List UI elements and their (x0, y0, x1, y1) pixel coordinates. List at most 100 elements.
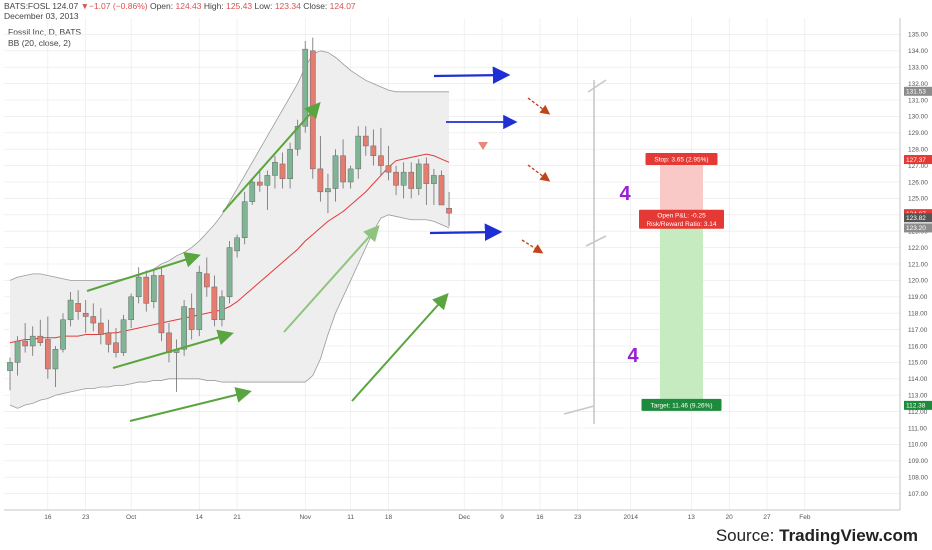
y-tick-label: 130.00 (908, 114, 928, 121)
target-zone (660, 217, 703, 406)
price-tag-bg (904, 223, 932, 233)
candle-body (105, 332, 112, 345)
open-label: Open: (149, 1, 174, 11)
candle-body (45, 339, 51, 370)
candle-body (302, 48, 309, 127)
bollinger-bands (9, 50, 450, 409)
price-tag-bg (904, 400, 932, 410)
y-tick-label: 110.00 (908, 442, 928, 449)
trend-arrow-1 (86, 252, 201, 292)
trend-arrow-3 (129, 387, 252, 422)
candle-body (60, 319, 66, 350)
candle-body (393, 171, 399, 186)
y-tick-label: 127.00 (908, 163, 928, 170)
close-value: 124.07 (329, 1, 356, 11)
candle-body (385, 165, 392, 173)
y-tick-label: 114.00 (908, 376, 928, 383)
low-label: Low: (254, 1, 273, 11)
measure-tick-bottom (563, 405, 595, 415)
price-tag-bg (904, 213, 932, 223)
x-tick-label: 16 (44, 514, 52, 521)
price-tag-bg (904, 155, 932, 165)
stop-label-text: Stop: 3.65 (2.95%) (654, 156, 708, 163)
candle-body (294, 125, 301, 150)
band-basis-line (9, 153, 450, 344)
symbol-label: BATS:FOSL (4, 1, 50, 11)
trend-arrow-4 (222, 102, 321, 213)
candle-body (378, 155, 384, 166)
candle-body (287, 148, 293, 179)
source-credit: Source: TradingView.com (716, 526, 918, 546)
candle-body (37, 335, 44, 343)
x-tick-label: 16 (536, 514, 544, 521)
candle-body (158, 275, 165, 334)
y-tick-label: 119.00 (908, 294, 928, 301)
candle-body (264, 175, 271, 186)
price-tag-label: 127.37 (906, 157, 926, 164)
y-tick-label: 112.00 (908, 409, 928, 416)
candle-body (256, 181, 263, 186)
candle-body (7, 362, 13, 371)
candle-body (446, 207, 452, 214)
candle-body (279, 163, 286, 179)
x-tick-label: 20 (726, 514, 734, 521)
x-tick-label: Oct (126, 514, 136, 521)
candle-body (82, 312, 89, 317)
y-tick-label: 131.00 (908, 97, 928, 104)
candle-body (272, 162, 278, 176)
target-label-text: Target: 11.46 (9.26%) (650, 402, 712, 409)
candle-body (90, 316, 97, 324)
pnl-box (639, 209, 724, 229)
candle-body (22, 340, 28, 347)
candle-body (340, 155, 346, 183)
measure-tick-top (587, 79, 607, 93)
x-tick-label: 23 (574, 514, 582, 521)
x-tick-label: Dec (458, 514, 470, 521)
candle-body (188, 308, 195, 330)
close-label: Close: (303, 1, 328, 11)
x-tick-label: 11 (347, 514, 354, 521)
y-tick-label: 117.00 (908, 327, 928, 334)
x-tick-label: Feb (799, 514, 811, 521)
y-tick-label: 134.00 (908, 48, 928, 55)
x-tick-label: 23 (82, 514, 90, 521)
drop-arrow-3 (521, 239, 544, 254)
stop-zone (660, 159, 703, 218)
band-fill (10, 50, 450, 409)
stop-label-bg (645, 153, 718, 166)
y-tick-label: 107.00 (908, 491, 928, 498)
candle-body (29, 335, 36, 347)
candle-body (14, 340, 21, 363)
y-tick-label: 126.00 (908, 179, 928, 186)
candle-body (219, 296, 225, 321)
y-tick-label: 116.00 (908, 343, 928, 350)
y-tick-label: 122.00 (908, 245, 928, 252)
candle-body (203, 273, 210, 288)
y-tick-label: 121.00 (908, 261, 928, 268)
candle-body (438, 175, 445, 206)
trend-arrow-2 (112, 329, 234, 369)
candle-body (415, 163, 422, 189)
candle-body (249, 181, 256, 202)
x-tick-label: 27 (763, 514, 771, 521)
candle-body (97, 322, 104, 335)
low-value: 123.34 (274, 1, 301, 11)
x-tick-label: 18 (385, 514, 393, 521)
price-tag-bg (904, 86, 932, 96)
candle-body (234, 237, 240, 252)
candle-body (166, 332, 172, 353)
target-label-bg (641, 398, 722, 411)
y-tick-label: 132.00 (908, 81, 928, 88)
count-label-upper: 4 (619, 183, 631, 205)
y-tick-label: 128.00 (908, 147, 928, 154)
candle-body (120, 319, 127, 353)
candle-body (150, 275, 157, 302)
y-tick-label: 115.00 (908, 360, 928, 367)
price-chart[interactable]: Stop: 3.65 (2.95%) Open P&L: -0.25 Risk/Re… (0, 0, 932, 530)
candle-body (325, 188, 331, 193)
candle-body (128, 296, 134, 321)
header-date: December 03, 2013 (4, 11, 79, 21)
high-label: High: (203, 1, 224, 11)
count-label-lower: 4 (627, 345, 639, 367)
short-position-tool[interactable]: Stop: 3.65 (2.95%) Open P&L: -0.25 Risk/Re… (639, 153, 724, 411)
